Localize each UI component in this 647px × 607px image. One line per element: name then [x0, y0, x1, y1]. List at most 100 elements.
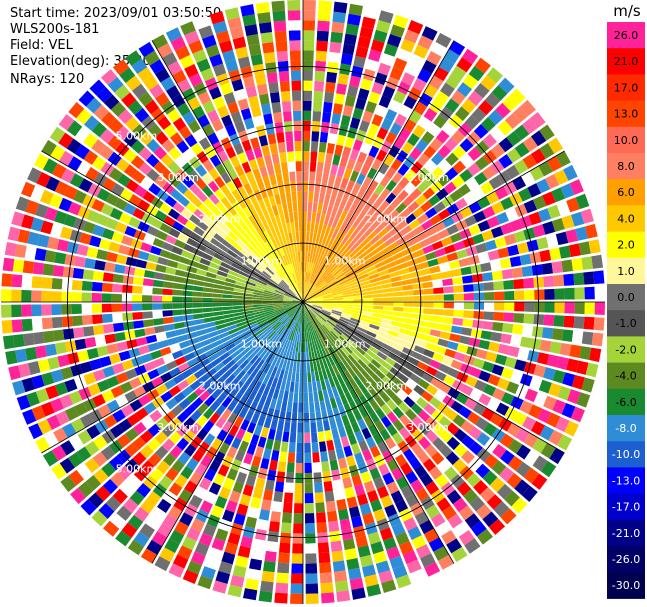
gate-cell [338, 405, 347, 417]
gate-cell [284, 305, 294, 311]
gate-cell [202, 307, 213, 313]
gate-cell [119, 67, 136, 83]
gate-cell [296, 442, 303, 453]
gate-cell [493, 280, 504, 291]
gate-cell [311, 340, 317, 352]
gate-cell [160, 390, 173, 403]
gate-cell [293, 299, 303, 302]
gate-cell [265, 329, 275, 338]
gate-cell [115, 142, 130, 157]
gate-cell [271, 501, 282, 513]
gate-cell [295, 462, 303, 474]
gate-cell [315, 278, 323, 287]
gate-cell [202, 363, 214, 374]
gate-cell [348, 322, 359, 329]
gate-cell [293, 299, 303, 302]
gate-cell [555, 231, 569, 246]
gate-cell [250, 105, 262, 118]
gate-cell [349, 389, 359, 401]
gate-cell [350, 337, 361, 346]
gate-cell [152, 295, 163, 302]
gate-cell [22, 260, 35, 274]
gate-cell [309, 361, 315, 373]
gate-cell [303, 281, 305, 292]
gate-cell [61, 304, 72, 315]
gate-cell [406, 559, 422, 574]
gate-cell [285, 191, 292, 203]
gate-cell [361, 427, 372, 440]
gate-cell [328, 344, 336, 355]
gate-cell [264, 287, 275, 293]
gate-cell [284, 482, 294, 494]
gate-cell [290, 340, 295, 352]
gate-cell [213, 233, 225, 243]
gate-cell [299, 281, 302, 293]
gate-cell [313, 302, 324, 304]
gate-cell [391, 171, 404, 184]
gate-cell [227, 532, 241, 546]
gate-cell [450, 359, 463, 371]
gate-cell [222, 339, 234, 348]
gate-cell [112, 273, 124, 284]
gate-cell [145, 153, 160, 168]
gate-cell [332, 364, 340, 376]
gate-cell [478, 252, 490, 263]
gate-cell [170, 188, 183, 201]
gate-cell [103, 414, 118, 429]
gate-cell [523, 313, 535, 325]
gate-cell [426, 50, 442, 66]
gate-cell [215, 404, 227, 417]
gate-cell [306, 282, 311, 293]
gate-cell [464, 397, 478, 411]
gate-cell [368, 388, 380, 400]
gate-cell [16, 394, 31, 411]
gate-cell [298, 211, 303, 222]
gate-cell [242, 299, 253, 302]
gate-cell [347, 239, 357, 250]
gate-cell [416, 339, 428, 348]
gate-cell [271, 237, 278, 249]
gate-cell [459, 138, 474, 153]
gate-cell [304, 261, 307, 272]
gate-cell [150, 217, 163, 229]
gate-cell [237, 152, 248, 165]
gate-cell [452, 379, 465, 392]
gate-cell [527, 183, 542, 198]
gate-cell [390, 490, 404, 504]
gate-cell [409, 270, 421, 278]
gate-cell [95, 485, 111, 502]
gate-cell [340, 114, 351, 127]
gate-cell [284, 233, 290, 244]
gate-cell [369, 467, 381, 480]
gate-cell [142, 278, 154, 287]
gate-cell [198, 137, 211, 151]
gate-cell [337, 276, 348, 284]
gate-cell [435, 32, 452, 48]
gate-cell [287, 253, 293, 264]
gate-cell [422, 244, 435, 254]
gate-cell [313, 253, 319, 264]
gate-cell [42, 263, 55, 276]
gate-cell [311, 131, 320, 142]
gate-cell [270, 344, 278, 355]
gate-cell [335, 242, 344, 253]
gate-cell [238, 343, 249, 353]
gate-cell [399, 541, 414, 555]
gate-cell [260, 426, 270, 439]
gate-cell [384, 338, 395, 347]
gate-cell [382, 376, 393, 387]
gate-cell [218, 486, 231, 500]
gate-cell [261, 324, 271, 332]
gate-cell [274, 309, 285, 315]
gate-cell [566, 197, 580, 213]
gate-cell [339, 318, 349, 325]
gate-cell [343, 200, 353, 212]
gate-cell [470, 328, 482, 339]
gate-cell [238, 327, 250, 334]
gate-cell [411, 535, 427, 550]
gate-cell [317, 338, 324, 349]
gate-cell [21, 318, 33, 332]
gate-cell [348, 464, 359, 477]
gate-cell [463, 302, 475, 310]
gate-cell [112, 488, 128, 504]
